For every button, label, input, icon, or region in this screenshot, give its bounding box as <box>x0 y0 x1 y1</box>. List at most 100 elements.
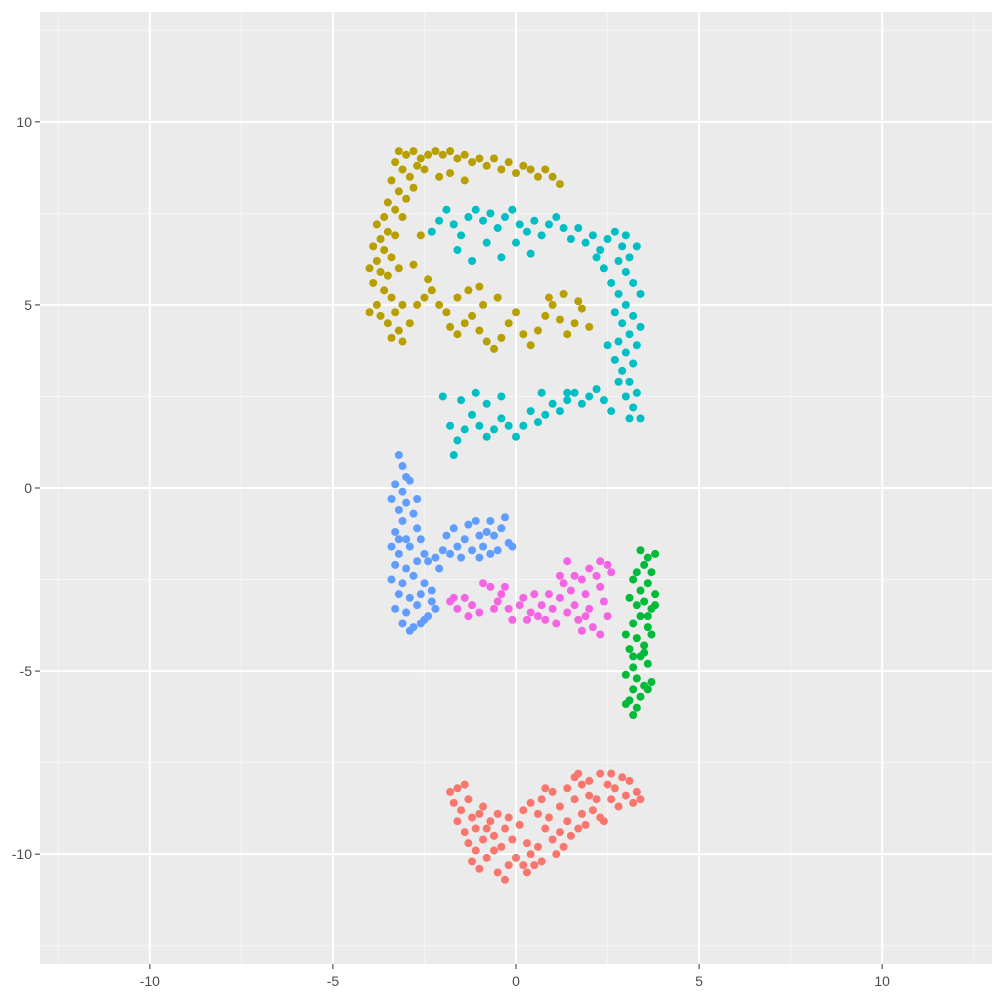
data-point <box>625 414 634 423</box>
data-point <box>453 436 462 445</box>
data-point <box>559 224 568 233</box>
data-point <box>435 216 444 225</box>
data-point <box>413 601 422 610</box>
data-point <box>541 410 550 419</box>
data-point <box>585 322 594 331</box>
data-point <box>416 535 425 544</box>
data-point <box>431 553 440 562</box>
data-point <box>636 289 645 298</box>
data-point <box>632 601 641 610</box>
data-point <box>468 158 477 167</box>
data-point <box>526 407 535 416</box>
y-tick-label: -5 <box>20 663 33 679</box>
data-point <box>435 172 444 181</box>
data-point <box>409 571 418 580</box>
data-point <box>526 850 535 859</box>
data-point <box>625 253 634 262</box>
data-point <box>526 608 535 617</box>
data-point <box>552 213 561 222</box>
data-point <box>548 172 557 181</box>
data-point <box>479 835 488 844</box>
data-point <box>468 410 477 419</box>
data-point <box>405 172 414 181</box>
data-point <box>464 795 473 804</box>
data-point <box>596 582 605 591</box>
data-point <box>640 641 649 650</box>
data-point <box>519 330 528 339</box>
data-point <box>574 615 583 624</box>
data-point <box>482 238 491 247</box>
data-point <box>555 407 564 416</box>
data-point <box>621 267 630 276</box>
data-point <box>438 392 447 401</box>
data-point <box>640 560 649 569</box>
data-point <box>394 590 403 599</box>
data-point <box>387 293 396 302</box>
data-point <box>409 509 418 518</box>
data-point <box>552 619 561 628</box>
data-point <box>541 165 550 174</box>
data-point <box>610 784 619 793</box>
data-point <box>625 593 634 602</box>
data-point <box>372 300 381 309</box>
data-point <box>420 549 429 558</box>
data-point <box>577 780 586 789</box>
data-point <box>629 619 638 628</box>
data-point <box>563 330 572 339</box>
data-point <box>643 612 652 621</box>
data-point <box>566 586 575 595</box>
data-point <box>380 246 389 254</box>
data-point <box>475 553 484 562</box>
data-point <box>468 256 477 265</box>
data-point <box>522 227 531 236</box>
data-point <box>636 586 645 595</box>
data-point <box>475 421 484 430</box>
data-point <box>409 147 418 156</box>
data-point <box>537 601 546 610</box>
data-point <box>548 787 557 796</box>
data-point <box>618 366 627 375</box>
data-point <box>570 601 579 610</box>
data-point <box>398 516 407 525</box>
data-point <box>391 205 400 214</box>
data-point <box>519 161 528 170</box>
data-point <box>405 593 414 602</box>
data-point <box>420 165 429 174</box>
data-point <box>460 150 469 159</box>
data-point <box>482 399 491 408</box>
data-point <box>394 535 403 544</box>
data-point <box>512 169 520 178</box>
data-point <box>457 231 466 240</box>
data-point <box>398 337 407 346</box>
data-point <box>599 817 608 826</box>
data-point <box>490 425 499 434</box>
data-point <box>636 692 645 701</box>
data-point <box>383 198 392 207</box>
data-point <box>471 846 480 855</box>
data-point <box>581 820 590 829</box>
data-point <box>548 835 557 844</box>
data-point <box>490 831 499 840</box>
data-point <box>530 216 539 225</box>
data-point <box>599 396 608 405</box>
data-point <box>508 542 517 551</box>
data-point <box>405 626 414 635</box>
data-point <box>442 205 451 214</box>
data-point <box>497 524 506 533</box>
data-point <box>424 150 433 159</box>
data-point <box>471 388 480 397</box>
data-point <box>618 773 627 782</box>
data-point <box>413 557 422 566</box>
data-point <box>394 187 403 196</box>
data-point <box>596 630 605 639</box>
data-point <box>402 608 411 617</box>
data-point <box>533 326 542 335</box>
data-point <box>519 861 528 870</box>
data-point <box>413 161 422 170</box>
x-tick-label: 10 <box>874 973 890 989</box>
data-point <box>391 560 400 569</box>
data-point <box>629 359 638 368</box>
data-point <box>533 842 542 851</box>
data-point <box>435 300 444 309</box>
